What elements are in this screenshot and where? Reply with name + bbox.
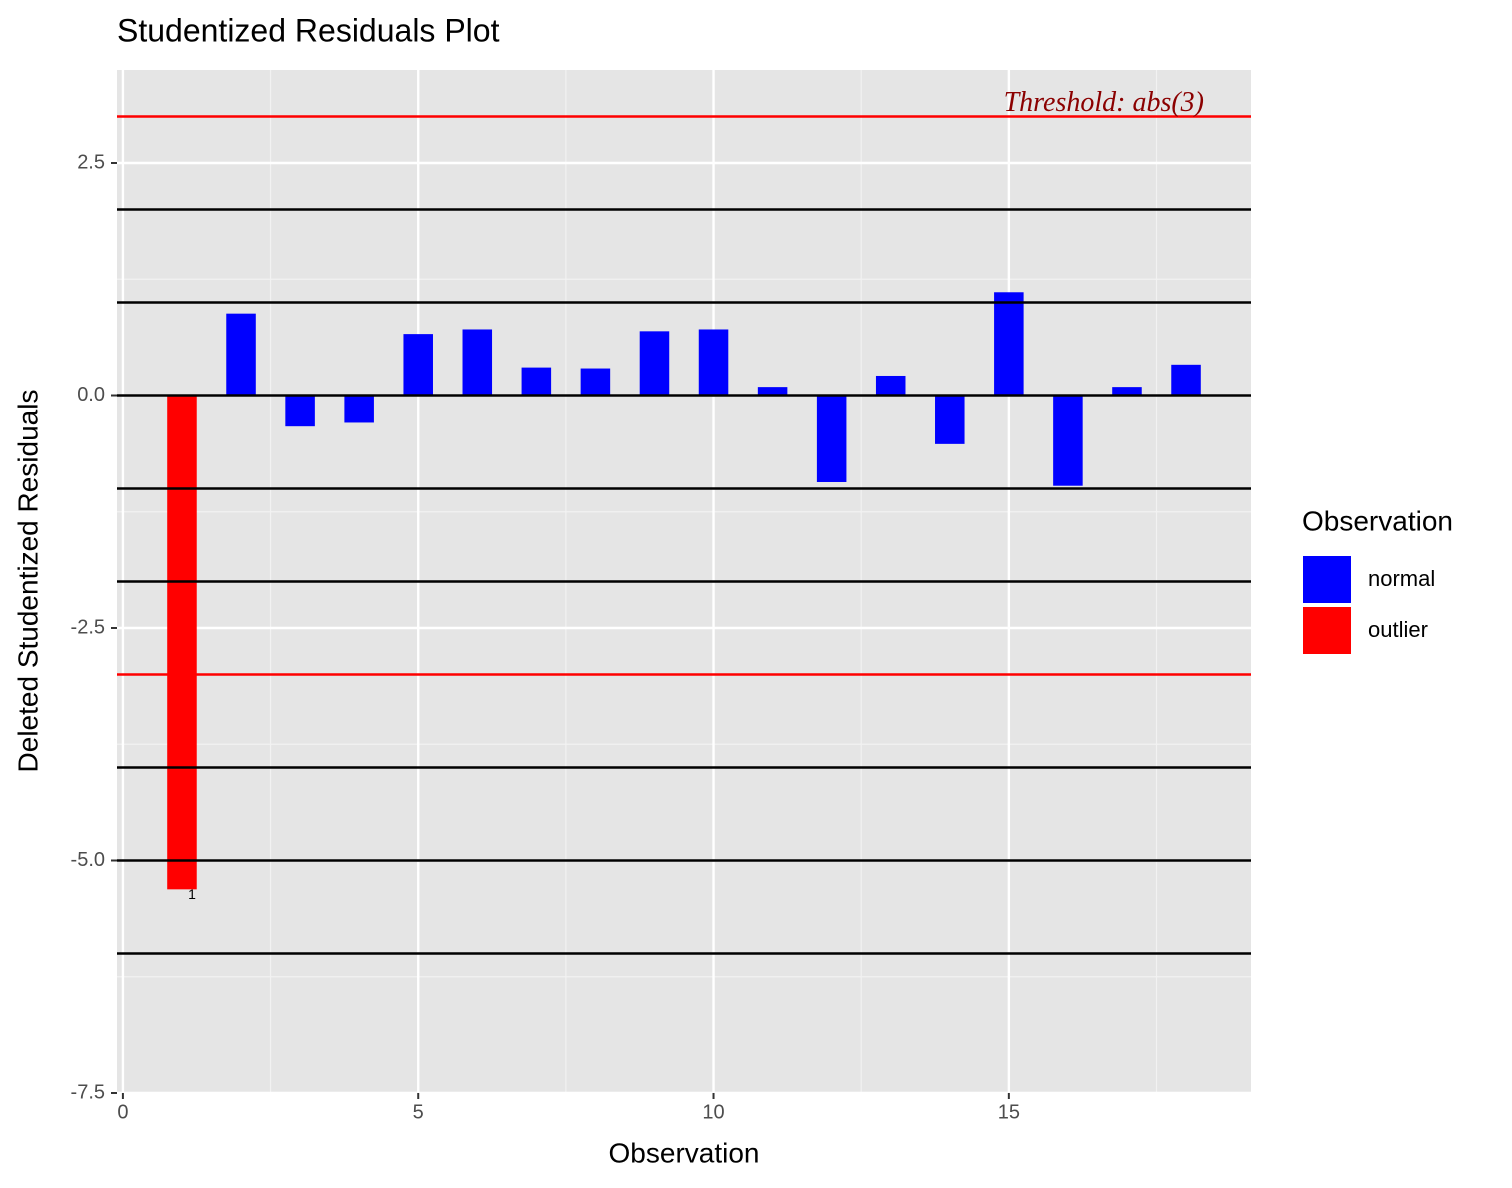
- y-tick-label: -2.5: [71, 616, 105, 638]
- x-tick-label: 15: [998, 1101, 1020, 1123]
- chart-title: Studentized Residuals Plot: [117, 12, 500, 48]
- bar: [935, 395, 965, 444]
- bar: [875, 375, 906, 396]
- legend-title: Observation: [1302, 505, 1453, 536]
- bar: [757, 387, 788, 396]
- bar: [639, 331, 670, 396]
- bar: [698, 329, 729, 396]
- bar: [580, 368, 611, 396]
- y-axis-title: Deleted Studentized Residuals: [12, 390, 43, 773]
- bar: [462, 329, 493, 396]
- point-label: 1: [188, 886, 196, 902]
- legend-key: [1303, 607, 1351, 654]
- bar: [403, 334, 433, 396]
- y-tick-label: 0.0: [77, 384, 105, 406]
- legend-label: outlier: [1368, 617, 1428, 642]
- bar: [994, 292, 1024, 396]
- y-tick-label: -5.0: [71, 849, 105, 871]
- bar: [167, 395, 197, 890]
- bar: [521, 367, 552, 396]
- bar: [1171, 364, 1201, 396]
- threshold-annotation: Threshold: abs(3): [1004, 87, 1204, 118]
- y-tick-label: 2.5: [77, 151, 105, 173]
- x-tick-label: 10: [702, 1101, 724, 1123]
- x-tick-label: 0: [117, 1101, 128, 1123]
- x-axis-title: Observation: [609, 1137, 760, 1168]
- x-tick-label: 5: [413, 1101, 424, 1123]
- bar: [816, 395, 847, 482]
- bar: [285, 395, 315, 427]
- bar: [1053, 395, 1083, 486]
- bar: [226, 313, 256, 396]
- bar: [344, 395, 374, 423]
- bar: [1112, 387, 1142, 396]
- y-tick-label: -7.5: [71, 1081, 105, 1103]
- legend-key: [1303, 556, 1351, 603]
- legend-label: normal: [1368, 566, 1435, 591]
